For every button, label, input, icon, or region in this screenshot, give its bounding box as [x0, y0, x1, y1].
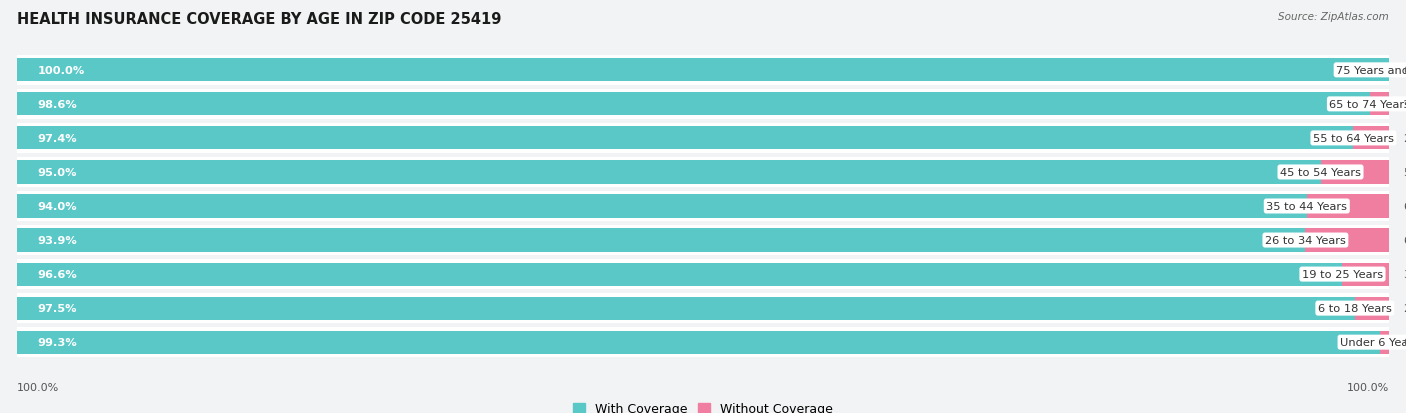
- Text: 97.4%: 97.4%: [38, 133, 77, 144]
- Text: 98.6%: 98.6%: [38, 100, 77, 109]
- Bar: [17, 59, 1389, 82]
- Text: 96.6%: 96.6%: [38, 269, 77, 280]
- Bar: [17, 259, 1389, 290]
- Text: 6.1%: 6.1%: [1403, 235, 1406, 245]
- Text: Source: ZipAtlas.com: Source: ZipAtlas.com: [1278, 12, 1389, 22]
- Bar: [1343, 263, 1389, 286]
- Text: 6 to 18 Years: 6 to 18 Years: [1317, 304, 1392, 313]
- Text: 5.0%: 5.0%: [1403, 168, 1406, 178]
- Text: 93.9%: 93.9%: [38, 235, 77, 245]
- Bar: [1320, 161, 1389, 184]
- Text: 2.5%: 2.5%: [1403, 304, 1406, 313]
- Bar: [17, 127, 1354, 150]
- Bar: [17, 195, 1306, 218]
- Text: 100.0%: 100.0%: [17, 382, 59, 392]
- Bar: [17, 93, 1369, 116]
- Bar: [1354, 127, 1389, 150]
- Bar: [17, 263, 1343, 286]
- Text: 6.0%: 6.0%: [1403, 202, 1406, 211]
- Bar: [17, 123, 1389, 154]
- Bar: [17, 297, 1355, 320]
- Text: 35 to 44 Years: 35 to 44 Years: [1267, 202, 1347, 211]
- Bar: [17, 293, 1389, 323]
- Text: 55 to 64 Years: 55 to 64 Years: [1313, 133, 1393, 144]
- Text: 2.6%: 2.6%: [1403, 133, 1406, 144]
- Text: 99.3%: 99.3%: [38, 337, 77, 347]
- Text: 0.73%: 0.73%: [1403, 337, 1406, 347]
- Text: 95.0%: 95.0%: [38, 168, 77, 178]
- Text: Under 6 Years: Under 6 Years: [1340, 337, 1406, 347]
- Bar: [17, 229, 1305, 252]
- Bar: [1369, 93, 1389, 116]
- Legend: With Coverage, Without Coverage: With Coverage, Without Coverage: [568, 397, 838, 413]
- Bar: [1305, 229, 1389, 252]
- Text: 26 to 34 Years: 26 to 34 Years: [1265, 235, 1346, 245]
- Bar: [17, 56, 1389, 85]
- Text: 97.5%: 97.5%: [38, 304, 77, 313]
- Text: 3.4%: 3.4%: [1403, 269, 1406, 280]
- Bar: [1306, 195, 1389, 218]
- Bar: [17, 90, 1389, 120]
- Text: 19 to 25 Years: 19 to 25 Years: [1302, 269, 1384, 280]
- Text: 1.4%: 1.4%: [1403, 100, 1406, 109]
- Text: 65 to 74 Years: 65 to 74 Years: [1330, 100, 1406, 109]
- Bar: [17, 161, 1320, 184]
- Text: 94.0%: 94.0%: [38, 202, 77, 211]
- Bar: [1379, 331, 1389, 354]
- Text: 100.0%: 100.0%: [38, 66, 84, 76]
- Bar: [17, 331, 1379, 354]
- Text: 75 Years and older: 75 Years and older: [1336, 66, 1406, 76]
- Bar: [17, 225, 1389, 255]
- Bar: [17, 192, 1389, 221]
- Text: 45 to 54 Years: 45 to 54 Years: [1279, 168, 1361, 178]
- Bar: [1355, 297, 1389, 320]
- Text: HEALTH INSURANCE COVERAGE BY AGE IN ZIP CODE 25419: HEALTH INSURANCE COVERAGE BY AGE IN ZIP …: [17, 12, 502, 27]
- Bar: [17, 328, 1389, 357]
- Text: 100.0%: 100.0%: [1347, 382, 1389, 392]
- Text: 0.0%: 0.0%: [1403, 66, 1406, 76]
- Bar: [17, 158, 1389, 188]
